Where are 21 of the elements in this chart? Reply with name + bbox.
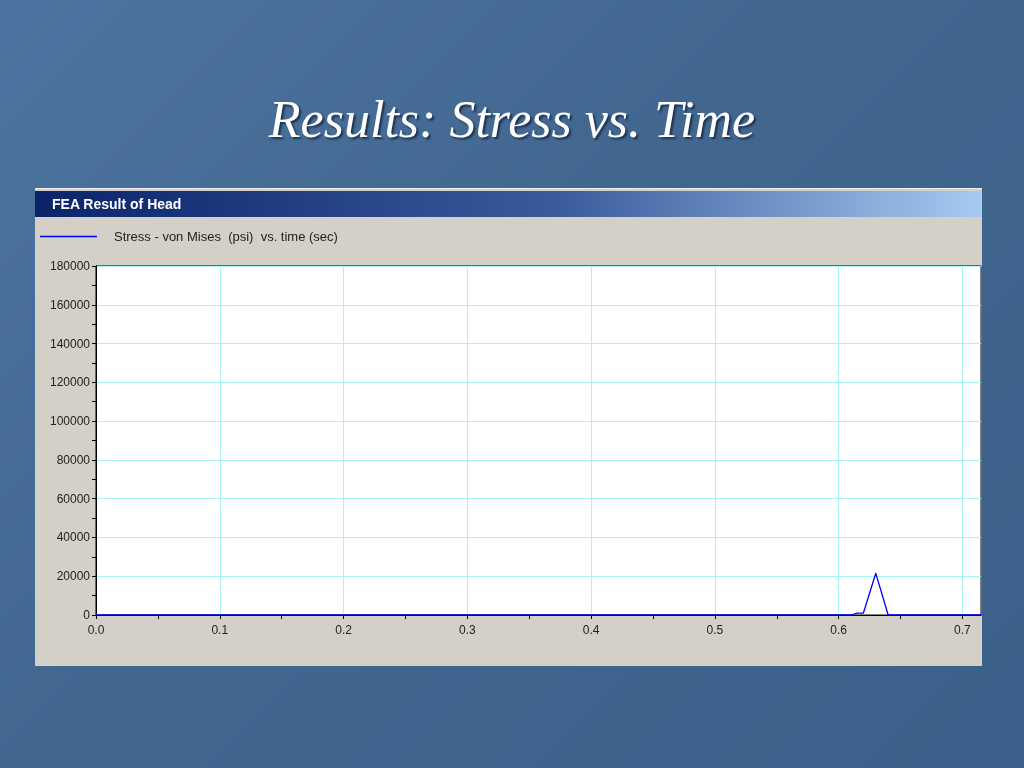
y-tick-label: 60000 xyxy=(56,491,91,506)
y-tick-label: 40000 xyxy=(56,530,91,545)
x-tick-label: 0.2 xyxy=(335,623,353,637)
x-tick-label: 0.3 xyxy=(458,623,476,637)
x-tick-label: 0.0 xyxy=(87,623,105,637)
y-tick-label: 120000 xyxy=(49,375,91,390)
x-tick-label: 0.6 xyxy=(830,623,848,637)
chart-subtitle: FEA Result of Head xyxy=(52,196,182,212)
x-tick-label: 0.7 xyxy=(954,623,972,637)
y-tick-label: 20000 xyxy=(56,569,91,584)
y-tick-label: 0 xyxy=(83,608,91,622)
chart-title: Results: Stress vs. Time xyxy=(268,91,756,148)
x-tick-label: 0.5 xyxy=(706,623,724,637)
y-tick-label: 100000 xyxy=(49,414,91,429)
y-tick-label: 80000 xyxy=(56,452,91,467)
y-tick-label: 180000 xyxy=(49,259,91,273)
y-tick-label: 140000 xyxy=(49,336,91,351)
legend-label: Stress - von Mises (psi) vs. time (sec) xyxy=(114,229,338,244)
x-tick-label: 0.4 xyxy=(582,623,600,637)
y-tick-label: 160000 xyxy=(49,297,91,312)
x-tick-label: 0.1 xyxy=(211,623,229,637)
